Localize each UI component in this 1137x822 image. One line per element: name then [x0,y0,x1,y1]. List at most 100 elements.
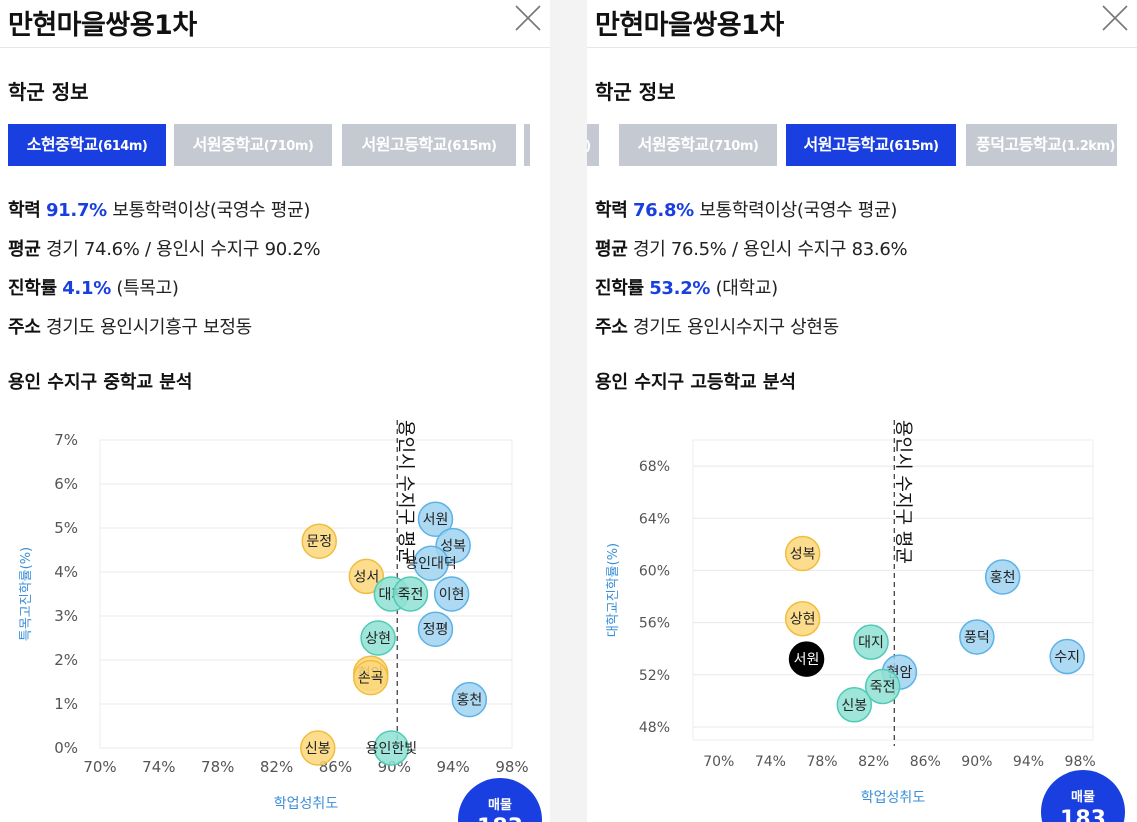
scatter-point[interactable] [836,687,873,723]
x-tick-label: 86% [910,754,941,770]
scatter-point[interactable] [413,545,449,581]
point-label: 신봉 [305,741,331,757]
point-label: 상현 [790,612,816,628]
close-icon[interactable] [1099,2,1131,34]
scatter-point[interactable] [392,576,429,612]
advance-desc: (대학교) [710,278,779,299]
advance-value: 53.2% [649,278,711,299]
point-label: 서원 [794,652,820,668]
academic-rate: 학력 76.8% 보통학력이상(국영수 평균) [595,196,897,222]
point-label: 용인대덕 [405,556,457,572]
tab-distance: (615m) [446,139,497,154]
point-label: 상현 [365,631,391,647]
scatter-point[interactable] [853,624,889,660]
point-label: 손곡 [358,671,384,687]
scatter-point[interactable] [1049,638,1085,675]
close-icon[interactable] [512,2,544,34]
scatter-point[interactable] [784,535,821,572]
academic-desc: 보통학력이상(국영수 평균) [693,200,898,221]
tab-school-1[interactable]: 서원중학교(710m) [174,124,332,166]
x-axis-label: 학업성취도 [274,796,339,812]
tab-school-3[interactable]: 풍덕고등학교(1.2km) [966,124,1117,166]
scatter-point[interactable] [360,620,396,656]
y-tick-label: 0% [54,739,78,757]
school-tabs: 소현중학교(614m) 서원중학교(710m) 서원고등학교(615m) [0,124,530,166]
scatter-point[interactable] [352,659,389,696]
tab-label: 풍덕고등학교 [976,135,1062,154]
average-desc: 경기 74.6% / 용인시 수지구 90.2% [40,239,321,260]
tab-distance: (710m) [708,139,759,154]
x-tick-label: 70% [703,754,734,770]
y-tick-label: 5% [54,519,78,537]
address-desc: 경기도 용인시기흥구 보정동 [40,317,252,338]
scatter-point[interactable] [984,559,1021,595]
tab-label: 서원중학교 [637,135,710,154]
advance-key: 진학률 [595,278,644,299]
average-key: 평균 [8,239,41,260]
tab-school-2[interactable]: 서원고등학교(615m) [786,124,956,166]
tab-distance: ) [587,139,591,154]
y-tick-label: 1% [54,695,78,713]
scatter-point[interactable] [417,611,454,647]
point-label: 신봉 [841,698,867,714]
scatter-point[interactable] [788,641,825,677]
plot-area [692,439,1094,741]
x-tick-label: 90% [961,754,992,770]
tab-distance: (710m) [263,139,314,154]
section-title: 학군 정보 [595,80,676,104]
point-label: 성복 [790,546,816,562]
tab-school-1[interactable]: 서원중학교(710m) [619,124,777,166]
scatter-point[interactable] [864,668,901,705]
point-label: 죽전 [398,587,424,603]
section-title: 학군 정보 [8,80,89,104]
point-label: 홍천 [456,693,482,709]
x-tick-label: 82% [260,758,293,776]
x-tick-label: 94% [436,758,469,776]
y-tick-label: 6% [54,475,78,493]
listings-label: 매물 [1071,790,1095,805]
scatter-point[interactable] [784,600,821,637]
scatter-point[interactable] [348,558,385,595]
academic-key: 학력 [595,200,628,221]
y-axis-label: 특목고진학률(%) [19,547,34,641]
tab-school-2[interactable]: 서원고등학교(615m) [342,124,516,166]
advance-key: 진학률 [8,278,57,299]
scatter-point[interactable] [301,523,337,559]
scatter-point[interactable] [417,501,454,537]
tab-school-0[interactable]: 소현중학교(614m) [8,124,166,166]
scatter-point[interactable] [959,619,995,655]
scatter-point[interactable] [373,730,410,766]
y-tick-label: 64% [639,511,670,527]
academic-key: 학력 [8,200,41,221]
address: 주소 경기도 용인시기흥구 보정동 [8,313,252,339]
advance-rate: 진학률 53.2% (대학교) [595,274,778,300]
y-tick-label: 2% [54,651,78,669]
x-tick-label: 70% [83,758,116,776]
complex-title: 만현마을쌍용1차 [595,10,784,41]
tab-label: 서원중학교 [192,135,265,154]
scatter-point[interactable] [433,576,470,612]
scatter-point[interactable] [451,681,488,718]
tab-distance: (615m) [888,139,939,154]
scatter-point[interactable] [300,730,336,766]
panel-divider [550,0,587,822]
tab-school-prev[interactable]: ) [587,124,599,166]
listings-count: 183 [1060,807,1106,822]
y-tick-label: 4% [54,563,78,581]
scatter-chart: 48% 52% 56% 60% 64% 68% 70% 74% 78% 82% 86% 90% 94% 9… [606,420,1096,806]
average-rate: 평균 경기 74.6% / 용인시 수지구 90.2% [8,235,321,261]
address: 주소 경기도 용인시수지구 상현동 [595,313,839,339]
address-key: 주소 [8,317,41,338]
point-label: 문정 [306,534,332,550]
listings-count: 183 [458,815,542,822]
tab-school-next[interactable] [524,124,530,166]
point-label: 성서 [353,569,379,585]
tab-distance: (1.2km) [1061,139,1115,154]
average-rate: 평균 경기 76.5% / 용인시 수지구 83.6% [595,235,908,261]
point-label: 용인한빛 [366,741,418,757]
address-desc: 경기도 용인시수지구 상현동 [627,317,839,338]
x-axis-label: 학업성취도 [861,790,926,806]
x-tick-label: 82% [858,754,889,770]
average-desc: 경기 76.5% / 용인시 수지구 83.6% [627,239,908,260]
academic-rate: 학력 91.7% 보통학력이상(국영수 평균) [8,196,310,222]
